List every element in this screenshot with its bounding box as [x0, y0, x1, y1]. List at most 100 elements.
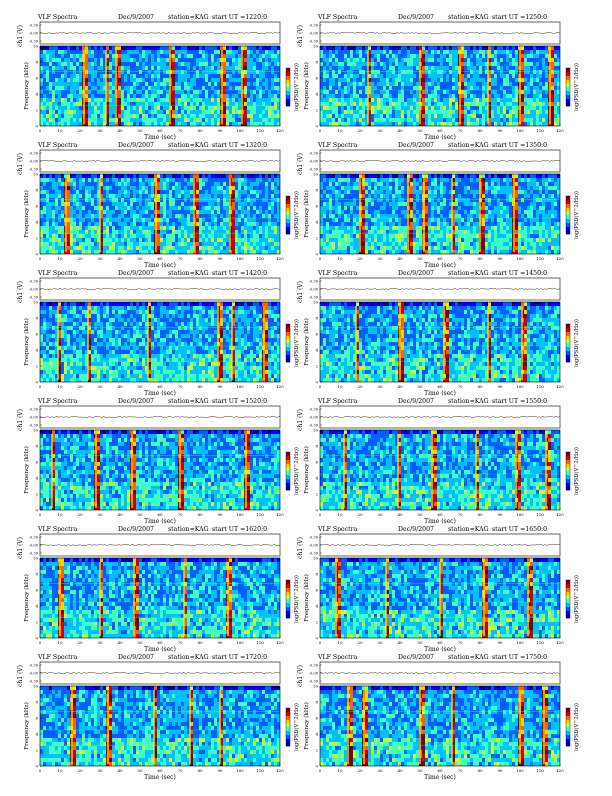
y-tick-label: 10	[313, 428, 319, 433]
x-tick-label: 30	[377, 384, 383, 389]
waveform-tick-label: 0.30	[310, 280, 319, 284]
panel-station: station=KAG	[168, 654, 209, 661]
colorbar	[566, 68, 570, 106]
panel-date: Dec/9/2007	[398, 526, 434, 533]
x-tick-label: 10	[337, 640, 343, 645]
x-tick-label: 100	[516, 128, 524, 133]
burst-mark	[359, 178, 361, 252]
x-tick-label: 80	[477, 128, 483, 133]
waveform-tick-label: 0.00	[30, 416, 39, 420]
burst-mark	[219, 690, 221, 764]
waveform-tick-label: 0.00	[310, 544, 319, 548]
x-tick-label: 0	[39, 640, 42, 645]
x-tick-label: 120	[276, 640, 284, 645]
x-tick-label: 90	[497, 640, 503, 645]
x-axis-label: Time (sec)	[424, 518, 456, 525]
x-tick-label: 0	[319, 768, 322, 773]
x-tick-label: 100	[516, 768, 524, 773]
waveform-tick-label: 0.30	[30, 280, 39, 284]
panel-title: VLF Spectra	[317, 398, 358, 405]
panel-station: station=KAG	[448, 654, 489, 661]
x-tick-label: 50	[137, 512, 143, 517]
y-tick-label: 6	[315, 76, 318, 81]
panel-station: station=KAG	[168, 142, 209, 149]
x-tick-label: 90	[217, 512, 223, 517]
burst-mark	[515, 434, 517, 508]
waveform-axis-label: ch1 (V)	[17, 281, 24, 303]
panel-start-time: start UT =1650:0	[492, 526, 547, 533]
x-tick-label: 20	[357, 768, 363, 773]
x-tick-label: 20	[77, 256, 83, 261]
burst-mark	[519, 50, 521, 124]
x-tick-label: 80	[477, 640, 483, 645]
burst-mark	[241, 50, 243, 124]
y-tick-label: 8	[35, 60, 38, 65]
x-tick-label: 20	[357, 640, 363, 645]
x-tick-label: 100	[236, 640, 244, 645]
y-tick-label: 10	[313, 556, 319, 561]
waveform-axis-label: ch1 (V)	[17, 409, 24, 431]
x-tick-label: 90	[497, 768, 503, 773]
waveform-tick-label: 0.00	[310, 288, 319, 292]
x-tick-label: 30	[97, 512, 103, 517]
x-tick-label: 100	[236, 128, 244, 133]
y-tick-label: 4	[35, 732, 38, 737]
x-axis-label: Time (sec)	[424, 262, 456, 269]
x-tick-label: 20	[77, 128, 83, 133]
panel-start-time: start UT =1520:0	[212, 398, 267, 405]
x-tick-label: 120	[556, 256, 564, 261]
x-tick-label: 40	[117, 384, 123, 389]
y-tick-label: 2	[315, 236, 318, 241]
x-tick-label: 80	[197, 512, 203, 517]
x-tick-label: 50	[137, 128, 143, 133]
spectrogram-image	[320, 174, 560, 254]
x-tick-label: 10	[337, 256, 343, 261]
x-tick-label: 50	[137, 384, 143, 389]
x-tick-label: 50	[137, 768, 143, 773]
y-axis-label: Frequency (kHz)	[23, 574, 30, 622]
x-tick-label: 50	[417, 384, 423, 389]
y-axis-label: Frequency (kHz)	[23, 62, 30, 110]
burst-mark	[519, 690, 521, 764]
y-tick-label: 10	[313, 684, 319, 689]
x-tick-label: 80	[477, 384, 483, 389]
x-tick-label: 40	[397, 256, 403, 261]
x-tick-label: 30	[377, 768, 383, 773]
x-tick-label: 120	[276, 384, 284, 389]
waveform-tick-label: 0.30	[30, 408, 39, 412]
panel-title: VLF Spectra	[317, 526, 358, 533]
panel-date: Dec/9/2007	[118, 398, 154, 405]
x-tick-label: 10	[57, 384, 63, 389]
x-tick-label: 110	[536, 640, 544, 645]
x-tick-label: 110	[256, 640, 264, 645]
y-tick-label: 6	[35, 460, 38, 465]
y-tick-label: 2	[315, 364, 318, 369]
x-tick-label: 10	[57, 768, 63, 773]
x-tick-label: 60	[437, 384, 443, 389]
burst-mark	[245, 434, 247, 508]
burst-mark	[479, 178, 481, 252]
waveform-tick-label: 0.00	[310, 672, 319, 676]
panel-station: station=KAG	[448, 270, 489, 277]
spectrogram-image	[40, 558, 280, 638]
burst-mark	[193, 178, 195, 252]
panel-title: VLF Spectra	[37, 526, 78, 533]
colorbar-label: log(PSD(V^2/Hz))	[573, 191, 580, 239]
x-tick-label: 10	[57, 640, 63, 645]
burst-mark	[475, 434, 477, 508]
x-tick-label: 90	[217, 256, 223, 261]
x-tick-label: 0	[39, 384, 42, 389]
burst-mark	[397, 434, 399, 508]
y-tick-label: 8	[35, 316, 38, 321]
x-tick-label: 100	[516, 384, 524, 389]
spectrogram-image	[40, 174, 280, 254]
panel-start-time: start UT =1450:0	[492, 270, 547, 277]
panel-start-time: start UT =1550:0	[492, 398, 547, 405]
y-tick-label: 6	[315, 460, 318, 465]
panel-start-time: start UT =1620:0	[212, 526, 267, 533]
